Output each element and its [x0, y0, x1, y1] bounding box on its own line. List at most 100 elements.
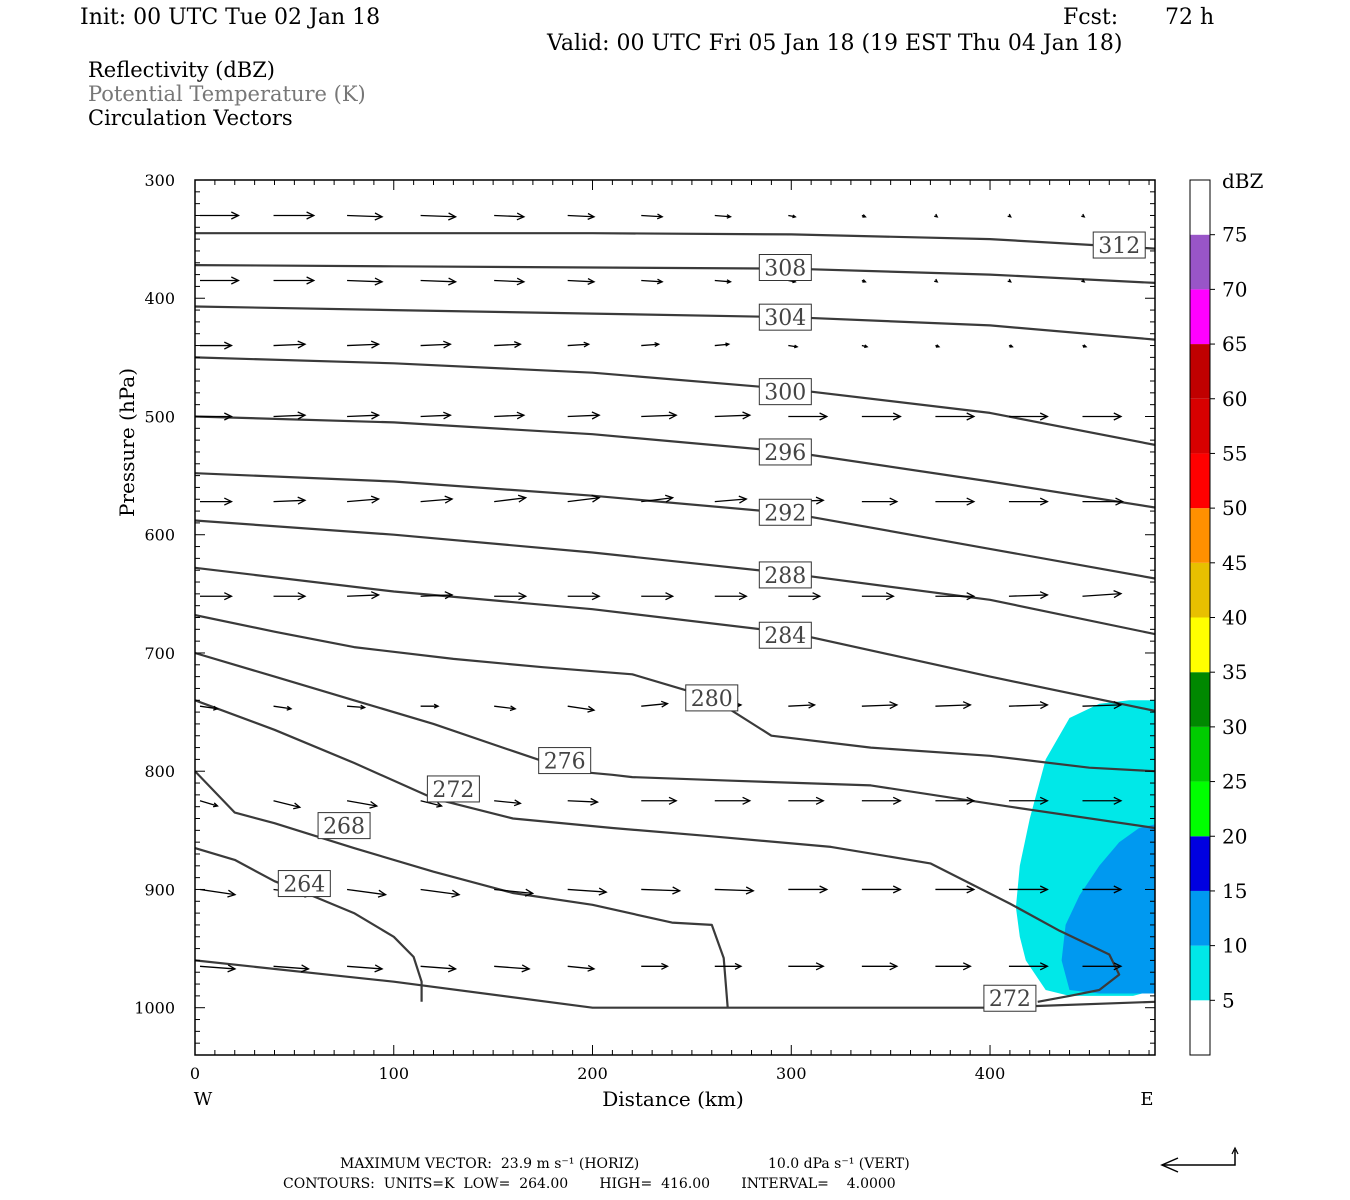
- colorbar-tick-label: 70: [1222, 277, 1247, 301]
- circulation-vector: [494, 705, 517, 712]
- circulation-vector: [1008, 962, 1049, 971]
- x-tick-label: 400: [975, 1064, 1006, 1083]
- circulation-vector: [861, 962, 899, 971]
- circulation-vector: [788, 962, 825, 971]
- colorbar-segment: [1190, 617, 1210, 673]
- circulation-vector: [1082, 497, 1125, 506]
- circulation-vector: [641, 700, 669, 708]
- circulation-vector: [347, 277, 384, 286]
- circulation-vector: [273, 276, 316, 285]
- forecast-hour-label: Fcst:: [1063, 5, 1119, 30]
- colorbar-tick-label: 40: [1222, 606, 1247, 630]
- legend-reflectivity: Reflectivity (dBZ): [88, 58, 276, 82]
- circulation-vector: [1082, 344, 1088, 348]
- circulation-vector: [861, 279, 867, 283]
- colorbar-tick-label: 55: [1222, 441, 1247, 465]
- circulation-vector: [200, 592, 233, 601]
- theta-label-box: [685, 684, 739, 712]
- circulation-vector: [273, 496, 307, 505]
- circulation-vector: [199, 705, 219, 711]
- circulation-vector: [1082, 796, 1123, 805]
- circulation-vector: [494, 494, 528, 503]
- colorbar-tick-label: 65: [1222, 332, 1247, 356]
- theta-contour-308: [195, 264, 1155, 284]
- circulation-vector: [1008, 591, 1049, 600]
- colorbar-tick-label: 10: [1222, 934, 1247, 958]
- circulation-vector: [1081, 213, 1086, 218]
- circulation-vector: [200, 497, 233, 506]
- init-time: Init: 00 UTC Tue 02 Jan 18: [80, 5, 381, 30]
- circulation-vector: [861, 497, 899, 506]
- circulation-vector: [494, 411, 526, 420]
- x-tick-label: 200: [577, 1064, 608, 1083]
- circulation-vector: [1008, 412, 1049, 421]
- circulation-vector: [420, 495, 454, 504]
- circulation-vector: [1082, 962, 1123, 971]
- circulation-vector: [347, 495, 381, 504]
- circulation-vector: [861, 344, 869, 349]
- y-axis-label: Pressure (hPa): [115, 368, 139, 517]
- circulation-vector: [641, 962, 669, 970]
- circulation-vector: [935, 962, 972, 971]
- colorbar-tick-label: 50: [1222, 496, 1247, 520]
- colorbar-tick-label: 25: [1222, 770, 1247, 794]
- circulation-vector: [273, 800, 302, 810]
- y-tick-label: 400: [144, 289, 175, 308]
- circulation-vector: [200, 276, 240, 285]
- circulation-vector: [346, 888, 388, 898]
- colorbar-title: dBZ: [1222, 169, 1264, 193]
- circulation-vector: [567, 341, 591, 348]
- circulation-vector: [420, 277, 458, 286]
- colorbar-tick-label: 15: [1222, 879, 1247, 903]
- circulation-vector: [420, 591, 454, 600]
- theta-label-292: 292: [758, 498, 812, 526]
- theta-contour-268: [195, 770, 729, 1008]
- circulation-vector: [200, 341, 234, 350]
- circulation-vector: [567, 705, 596, 713]
- circulation-vector: [714, 886, 755, 895]
- circulation-vector: [714, 279, 732, 284]
- circulation-vector: [494, 277, 526, 286]
- theta-label-276: 276: [538, 747, 592, 775]
- vector-key-shaft: [1162, 1150, 1236, 1166]
- circulation-vector: [1082, 701, 1123, 710]
- circulation-vector: [641, 796, 678, 805]
- circulation-vector: [935, 497, 976, 506]
- circulation-vector: [861, 592, 895, 601]
- circulation-vector: [273, 340, 307, 349]
- theta-label-box: [758, 561, 812, 589]
- circulation-vector: [494, 888, 535, 897]
- theta-label-box: [426, 775, 480, 803]
- colorbar-segment: [1190, 180, 1210, 235]
- theta-label-284: 284: [758, 621, 812, 649]
- colorbar-segment: [1190, 890, 1210, 946]
- theta-label-box: [758, 498, 812, 526]
- colorbar-segment: [1190, 945, 1210, 1001]
- circulation-vector: [346, 800, 379, 809]
- circulation-vector: [1007, 213, 1012, 218]
- theta-label-text: 284: [764, 624, 806, 649]
- circulation-vector: [494, 341, 522, 349]
- theta-label-text: 300: [764, 381, 806, 406]
- colorbar-segment: [1190, 289, 1210, 345]
- max-vector-vert: 10.0 dPa s⁻¹ (VERT): [768, 1156, 910, 1172]
- theta-contour-304: [195, 305, 1155, 341]
- theta-label-box: [1092, 231, 1146, 259]
- circulation-vector: [861, 214, 867, 218]
- theta-label-300: 300: [758, 378, 812, 406]
- colorbar-tick-label: 5: [1222, 988, 1235, 1012]
- circulation-vector: [273, 211, 316, 220]
- reflectivity-10dbz-region: [1061, 824, 1155, 994]
- theta-label-text: 276: [544, 750, 586, 775]
- theta-label-text: 288: [764, 564, 806, 589]
- circulation-vector: [934, 278, 939, 283]
- theta-contour-292: [195, 472, 1155, 580]
- circulation-vector: [494, 964, 531, 973]
- theta-label-304: 304: [758, 303, 812, 331]
- circulation-vector: [861, 412, 902, 421]
- circulation-vector: [420, 888, 461, 898]
- circulation-vector: [347, 591, 381, 600]
- circulation-vector: [788, 592, 822, 601]
- circulation-vector: [935, 885, 976, 894]
